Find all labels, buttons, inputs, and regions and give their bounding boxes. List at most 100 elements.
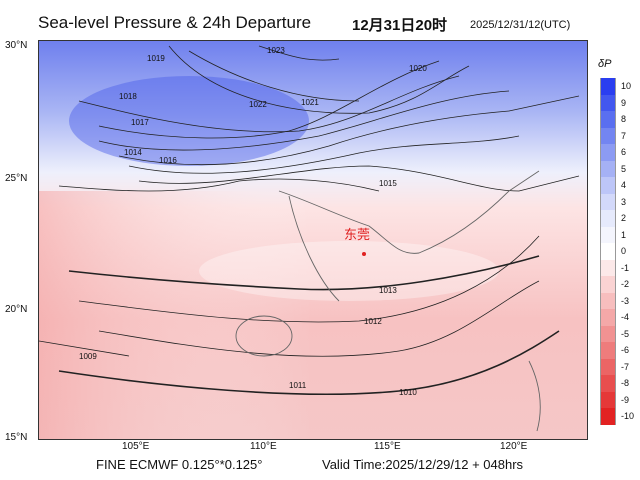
colorbar-swatch <box>600 144 616 161</box>
colorbar-swatch <box>600 276 616 293</box>
beijing-time: 12月31日20时 <box>352 17 448 34</box>
colorbar-swatch <box>600 210 616 227</box>
lon-label-110: 110°E <box>250 441 277 452</box>
colorbar-tick-label: 6 <box>621 147 627 157</box>
colorbar-swatch <box>600 160 616 177</box>
isobar-1013 <box>68 255 540 291</box>
colorbar-swatch <box>600 111 616 128</box>
isobar-1016 <box>128 135 520 174</box>
colorbar-swatch <box>600 309 616 326</box>
colorbar-swatch <box>600 292 616 309</box>
isobar-label: 1018 <box>119 92 137 101</box>
colorbar-tick-label: -6 <box>621 345 630 355</box>
city-marker <box>362 252 366 256</box>
colorbar-swatch <box>600 226 616 243</box>
colorbar-tick-label: 5 <box>621 163 627 174</box>
colorbar-tick-label: -10 <box>621 411 635 421</box>
isobar-label: 1011 <box>289 381 307 390</box>
isobar-label: 1023 <box>267 46 285 55</box>
coastline-group <box>235 170 541 432</box>
isobar-1019 <box>98 60 440 139</box>
isobar-group <box>39 45 580 396</box>
colorbar-swatch <box>600 375 616 392</box>
departure-field-west <box>39 191 587 439</box>
isobar-label: 1010 <box>399 388 417 397</box>
colorbar-swatch <box>600 127 616 144</box>
isobar-1018 <box>98 90 510 151</box>
colorbar-swatch <box>600 94 616 111</box>
coastline-guangxi-border <box>288 195 340 302</box>
colorbar-swatch <box>600 259 616 276</box>
isobar-1021 <box>168 45 470 114</box>
isobar-label-group: 1023 1022 1021 1020 1019 1018 1017 1016 … <box>79 46 427 397</box>
coastline-hainan <box>235 315 293 357</box>
colorbar-tick-label: -4 <box>621 312 630 322</box>
city-label-dongguan: 东莞 <box>344 227 370 242</box>
lat-label-25: 25°N <box>5 173 28 184</box>
colorbar-tick-label: -9 <box>621 394 630 405</box>
isobar-1015 <box>138 165 580 192</box>
isobar-1009 <box>39 340 130 357</box>
colorbar-swatch <box>600 193 616 210</box>
departure-peak <box>69 76 309 166</box>
isobar-1011 <box>98 280 540 357</box>
colorbar-swatch <box>600 325 616 342</box>
colorbar-tick-label: -3 <box>621 295 630 306</box>
colorbar-tick-label: -1 <box>621 262 630 273</box>
lon-label-105: 105°E <box>122 441 150 452</box>
lon-label-120: 120°E <box>500 441 528 452</box>
colorbar-tick-label: 1 <box>621 229 627 240</box>
map-canvas: 东莞 1023 1022 1021 1020 1019 1018 1017 10… <box>39 41 587 439</box>
isobar-label: 1016 <box>159 156 177 165</box>
isobar-1022 <box>188 50 360 102</box>
isobar-1010 <box>58 330 560 396</box>
colorbar-title: δP <box>598 58 612 70</box>
isobar-1023 <box>258 45 340 61</box>
isobar-1012 <box>78 235 540 323</box>
isobar-label: 1022 <box>249 100 267 109</box>
utc-time: 2025/12/31/12(UTC) <box>470 19 571 31</box>
colorbar-swatch <box>600 78 616 95</box>
colorbar-swatch <box>600 342 616 359</box>
isobar-label: 1009 <box>79 352 97 361</box>
colorbar-tick-label: -8 <box>621 378 630 388</box>
colorbar-tick-label: 4 <box>621 180 627 190</box>
model-label: FINE ECMWF 0.125°*0.125° <box>96 457 263 472</box>
isobar-label: 1021 <box>301 98 319 107</box>
colorbar-tick-label: 8 <box>621 114 627 124</box>
colorbar-tick-label: 7 <box>621 130 627 141</box>
departure-zero-band <box>199 241 499 301</box>
colorbar-swatch <box>600 177 616 194</box>
colorbar-tick-label: 0 <box>621 246 627 256</box>
isobar-label: 1012 <box>364 317 382 326</box>
colorbar-tick-label: -7 <box>621 361 630 372</box>
isobar-label: 1015 <box>379 179 397 188</box>
colorbar-tick-label: -2 <box>621 279 630 289</box>
isobar-1017 <box>118 95 580 166</box>
isobar-label: 1014 <box>124 148 142 157</box>
colorbar-tick-label: 9 <box>621 97 627 108</box>
lat-label-30: 30°N <box>5 40 28 51</box>
isobar-1014 <box>58 178 380 192</box>
isobar-label: 1020 <box>409 64 427 73</box>
isobar-label: 1013 <box>379 286 397 295</box>
lat-label-15: 15°N <box>5 432 28 443</box>
isobar-label: 1019 <box>147 54 165 63</box>
colorbar-tick-label: 10 <box>621 81 632 91</box>
coastline-taiwan <box>528 360 541 432</box>
pressure-map[interactable]: 东莞 1023 1022 1021 1020 1019 1018 1017 10… <box>38 40 588 440</box>
lat-label-20: 20°N <box>5 304 28 315</box>
valid-time: Valid Time:2025/12/29/12 + 048hrs <box>322 457 524 472</box>
colorbar-tick-label: 2 <box>621 213 627 223</box>
colorbar-swatch <box>600 243 616 260</box>
lon-label-115: 115°E <box>374 441 401 452</box>
isobar-1020 <box>78 75 460 133</box>
coastline-south-china <box>278 170 540 254</box>
colorbar-swatch <box>600 358 616 375</box>
chart-title: Sea-level Pressure & 24h Departure <box>38 13 312 32</box>
colorbar-tick-label: 3 <box>621 196 627 207</box>
colorbar-tick-label: -5 <box>621 328 630 339</box>
colorbar-swatch <box>600 391 616 408</box>
colorbar-swatch <box>600 408 616 425</box>
isobar-label: 1017 <box>131 118 149 127</box>
